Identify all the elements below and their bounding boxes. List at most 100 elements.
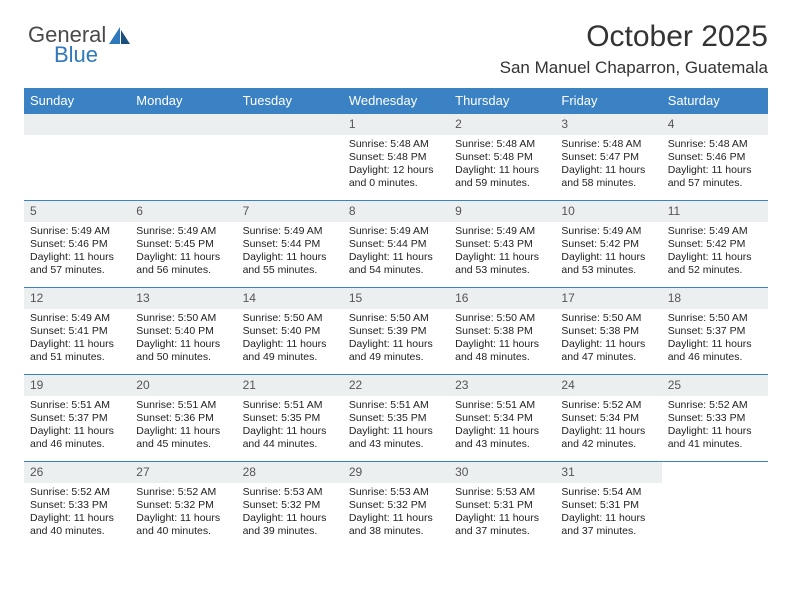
day-number: 6 xyxy=(130,201,236,222)
calendar-cell: 31Sunrise: 5:54 AMSunset: 5:31 PMDayligh… xyxy=(555,462,661,549)
empty-cell xyxy=(237,114,343,201)
day-number: 25 xyxy=(662,375,768,396)
calendar-cell: 5Sunrise: 5:49 AMSunset: 5:46 PMDaylight… xyxy=(24,201,130,288)
calendar-cell: 26Sunrise: 5:52 AMSunset: 5:33 PMDayligh… xyxy=(24,462,130,549)
calendar-cell: 23Sunrise: 5:51 AMSunset: 5:34 PMDayligh… xyxy=(449,375,555,462)
day-number: 5 xyxy=(24,201,130,222)
calendar-cell: 24Sunrise: 5:52 AMSunset: 5:34 PMDayligh… xyxy=(555,375,661,462)
day-number: 26 xyxy=(24,462,130,483)
day-body: Sunrise: 5:53 AMSunset: 5:32 PMDaylight:… xyxy=(237,483,343,543)
day-number: 31 xyxy=(555,462,661,483)
calendar-cell: 7Sunrise: 5:49 AMSunset: 5:44 PMDaylight… xyxy=(237,201,343,288)
weekday-header-row: SundayMondayTuesdayWednesdayThursdayFrid… xyxy=(24,88,768,114)
day-body: Sunrise: 5:48 AMSunset: 5:47 PMDaylight:… xyxy=(555,135,661,195)
calendar-cell: 10Sunrise: 5:49 AMSunset: 5:42 PMDayligh… xyxy=(555,201,661,288)
day-number: 13 xyxy=(130,288,236,309)
day-body: Sunrise: 5:51 AMSunset: 5:35 PMDaylight:… xyxy=(237,396,343,456)
day-number: 28 xyxy=(237,462,343,483)
day-number: 11 xyxy=(662,201,768,222)
day-body: Sunrise: 5:49 AMSunset: 5:44 PMDaylight:… xyxy=(343,222,449,282)
calendar-cell: 17Sunrise: 5:50 AMSunset: 5:38 PMDayligh… xyxy=(555,288,661,375)
empty-cell xyxy=(662,462,768,549)
day-number: 22 xyxy=(343,375,449,396)
day-number: 12 xyxy=(24,288,130,309)
day-body: Sunrise: 5:52 AMSunset: 5:33 PMDaylight:… xyxy=(662,396,768,456)
day-body: Sunrise: 5:52 AMSunset: 5:32 PMDaylight:… xyxy=(130,483,236,543)
location-label: San Manuel Chaparron, Guatemala xyxy=(500,58,768,78)
day-number: 4 xyxy=(662,114,768,135)
day-number: 21 xyxy=(237,375,343,396)
day-body: Sunrise: 5:48 AMSunset: 5:48 PMDaylight:… xyxy=(343,135,449,195)
calendar-table: SundayMondayTuesdayWednesdayThursdayFrid… xyxy=(24,88,768,548)
day-body: Sunrise: 5:51 AMSunset: 5:34 PMDaylight:… xyxy=(449,396,555,456)
day-body: Sunrise: 5:49 AMSunset: 5:45 PMDaylight:… xyxy=(130,222,236,282)
calendar-cell: 11Sunrise: 5:49 AMSunset: 5:42 PMDayligh… xyxy=(662,201,768,288)
weekday-header: Saturday xyxy=(662,88,768,114)
day-number: 8 xyxy=(343,201,449,222)
day-body: Sunrise: 5:53 AMSunset: 5:32 PMDaylight:… xyxy=(343,483,449,543)
day-number: 2 xyxy=(449,114,555,135)
calendar-cell: 27Sunrise: 5:52 AMSunset: 5:32 PMDayligh… xyxy=(130,462,236,549)
calendar-cell: 6Sunrise: 5:49 AMSunset: 5:45 PMDaylight… xyxy=(130,201,236,288)
day-body: Sunrise: 5:50 AMSunset: 5:40 PMDaylight:… xyxy=(130,309,236,369)
calendar-cell: 20Sunrise: 5:51 AMSunset: 5:36 PMDayligh… xyxy=(130,375,236,462)
day-number: 10 xyxy=(555,201,661,222)
calendar-cell: 28Sunrise: 5:53 AMSunset: 5:32 PMDayligh… xyxy=(237,462,343,549)
month-title: October 2025 xyxy=(500,20,768,54)
day-body: Sunrise: 5:51 AMSunset: 5:35 PMDaylight:… xyxy=(343,396,449,456)
day-body: Sunrise: 5:50 AMSunset: 5:39 PMDaylight:… xyxy=(343,309,449,369)
day-body: Sunrise: 5:49 AMSunset: 5:46 PMDaylight:… xyxy=(24,222,130,282)
calendar-cell: 8Sunrise: 5:49 AMSunset: 5:44 PMDaylight… xyxy=(343,201,449,288)
day-body: Sunrise: 5:50 AMSunset: 5:40 PMDaylight:… xyxy=(237,309,343,369)
calendar-cell: 15Sunrise: 5:50 AMSunset: 5:39 PMDayligh… xyxy=(343,288,449,375)
weekday-header: Sunday xyxy=(24,88,130,114)
day-body: Sunrise: 5:48 AMSunset: 5:48 PMDaylight:… xyxy=(449,135,555,195)
day-body: Sunrise: 5:53 AMSunset: 5:31 PMDaylight:… xyxy=(449,483,555,543)
calendar-cell: 29Sunrise: 5:53 AMSunset: 5:32 PMDayligh… xyxy=(343,462,449,549)
day-number: 30 xyxy=(449,462,555,483)
weekday-header: Friday xyxy=(555,88,661,114)
day-number: 27 xyxy=(130,462,236,483)
calendar-cell: 30Sunrise: 5:53 AMSunset: 5:31 PMDayligh… xyxy=(449,462,555,549)
day-body: Sunrise: 5:49 AMSunset: 5:42 PMDaylight:… xyxy=(555,222,661,282)
calendar-cell: 9Sunrise: 5:49 AMSunset: 5:43 PMDaylight… xyxy=(449,201,555,288)
day-number: 24 xyxy=(555,375,661,396)
day-number: 29 xyxy=(343,462,449,483)
weekday-header: Monday xyxy=(130,88,236,114)
weekday-header: Wednesday xyxy=(343,88,449,114)
day-body: Sunrise: 5:52 AMSunset: 5:33 PMDaylight:… xyxy=(24,483,130,543)
weekday-header: Tuesday xyxy=(237,88,343,114)
day-number: 18 xyxy=(662,288,768,309)
sail-icon xyxy=(109,27,131,45)
day-number: 1 xyxy=(343,114,449,135)
day-number: 23 xyxy=(449,375,555,396)
day-body: Sunrise: 5:50 AMSunset: 5:38 PMDaylight:… xyxy=(449,309,555,369)
day-number: 17 xyxy=(555,288,661,309)
day-number: 14 xyxy=(237,288,343,309)
calendar-cell: 2Sunrise: 5:48 AMSunset: 5:48 PMDaylight… xyxy=(449,114,555,201)
calendar-cell: 18Sunrise: 5:50 AMSunset: 5:37 PMDayligh… xyxy=(662,288,768,375)
day-number: 7 xyxy=(237,201,343,222)
day-body: Sunrise: 5:54 AMSunset: 5:31 PMDaylight:… xyxy=(555,483,661,543)
empty-cell xyxy=(130,114,236,201)
day-number: 9 xyxy=(449,201,555,222)
day-body: Sunrise: 5:48 AMSunset: 5:46 PMDaylight:… xyxy=(662,135,768,195)
calendar-cell: 25Sunrise: 5:52 AMSunset: 5:33 PMDayligh… xyxy=(662,375,768,462)
day-body: Sunrise: 5:49 AMSunset: 5:44 PMDaylight:… xyxy=(237,222,343,282)
day-body: Sunrise: 5:49 AMSunset: 5:41 PMDaylight:… xyxy=(24,309,130,369)
day-body: Sunrise: 5:52 AMSunset: 5:34 PMDaylight:… xyxy=(555,396,661,456)
day-body: Sunrise: 5:50 AMSunset: 5:37 PMDaylight:… xyxy=(662,309,768,369)
calendar-cell: 22Sunrise: 5:51 AMSunset: 5:35 PMDayligh… xyxy=(343,375,449,462)
day-body: Sunrise: 5:51 AMSunset: 5:37 PMDaylight:… xyxy=(24,396,130,456)
calendar-cell: 16Sunrise: 5:50 AMSunset: 5:38 PMDayligh… xyxy=(449,288,555,375)
empty-cell xyxy=(24,114,130,201)
brand-logo: General Blue xyxy=(24,18,131,66)
calendar-cell: 3Sunrise: 5:48 AMSunset: 5:47 PMDaylight… xyxy=(555,114,661,201)
calendar-cell: 19Sunrise: 5:51 AMSunset: 5:37 PMDayligh… xyxy=(24,375,130,462)
day-number: 15 xyxy=(343,288,449,309)
day-body: Sunrise: 5:51 AMSunset: 5:36 PMDaylight:… xyxy=(130,396,236,456)
day-number: 19 xyxy=(24,375,130,396)
day-body: Sunrise: 5:50 AMSunset: 5:38 PMDaylight:… xyxy=(555,309,661,369)
calendar-cell: 4Sunrise: 5:48 AMSunset: 5:46 PMDaylight… xyxy=(662,114,768,201)
calendar-cell: 21Sunrise: 5:51 AMSunset: 5:35 PMDayligh… xyxy=(237,375,343,462)
